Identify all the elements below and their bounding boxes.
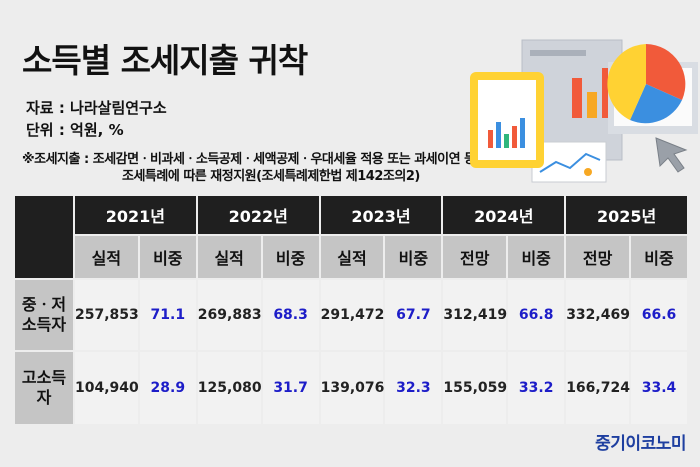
sub-header: 실적 [197,236,261,278]
share-cell: 33.2 [508,352,565,424]
amount-cell: 312,419 [443,280,507,350]
share-cell: 31.7 [262,352,319,424]
sub-header: 비중 [262,236,319,278]
footnote-line-1: ※조세지출 : 조세감면ㆍ비과세ㆍ소득공제ㆍ세액공제ㆍ우대세율 적용 또는 과세… [22,152,476,167]
amount-cell: 269,883 [197,280,262,350]
pie-chart-illustration [607,44,686,124]
footnote-line-2: 조세특례에 따른 재정지원(조세특례제한법 제142조의2) [122,169,420,184]
year-header: 2021년 [75,196,196,234]
share-cell: 66.6 [630,280,687,350]
table-row: 중ㆍ저 소득자 257,853 71.1 269,883 68.3 291,47… [15,280,687,350]
amount-cell: 125,080 [197,352,262,424]
share-cell: 67.7 [385,280,442,350]
share-cell: 71.1 [139,280,196,350]
row-label: 중ㆍ저 소득자 [15,280,73,350]
year-header: 2022년 [197,196,319,234]
sub-header: 전망 [443,236,507,278]
source-label: 자료 : 나라살림연구소 [26,99,167,117]
cursor-icon [655,137,688,173]
report-chart-illustration [470,39,698,183]
amount-cell: 166,724 [566,352,630,424]
tax-expenditure-table: 2021년 2022년 2023년 2024년 2025년 실적 비중 실적 비… [13,194,689,426]
share-cell: 66.8 [508,280,565,350]
amount-cell: 139,076 [320,352,384,424]
amount-cell: 155,059 [443,352,507,424]
sub-header: 비중 [139,236,196,278]
unit-label: 단위 : 억원, % [26,121,124,139]
footnote: ※조세지출 : 조세감면ㆍ비과세ㆍ소득공제ㆍ세액공제ㆍ우대세율 적용 또는 과세… [22,151,476,185]
brand-logo: 중기이코노미 [595,434,686,454]
share-cell: 32.3 [385,352,442,424]
amount-cell: 104,940 [75,352,139,424]
sub-header: 실적 [75,236,138,278]
row-label-line: 소득자 [21,315,67,334]
page-title: 소득별 조세지출 귀착 [22,41,308,80]
sub-header: 실적 [320,236,384,278]
share-cell: 28.9 [139,352,196,424]
row-label-line: 고소득 [21,368,67,387]
share-cell: 33.4 [630,352,687,424]
year-header: 2024년 [443,196,565,234]
sub-header: 비중 [508,236,565,278]
share-cell: 68.3 [262,280,319,350]
sub-header: 비중 [630,236,687,278]
year-header: 2025년 [566,196,687,234]
year-header: 2023년 [320,196,442,234]
amount-cell: 332,469 [566,280,630,350]
amount-cell: 291,472 [320,280,384,350]
row-label: 고소득 자 [15,352,73,424]
table-row: 고소득 자 104,940 28.9 125,080 31.7 139,076 … [15,352,687,424]
table-corner [15,196,73,278]
row-label-line: 중ㆍ저 [21,295,67,314]
row-label-line: 자 [36,388,52,407]
sub-header: 비중 [385,236,442,278]
sub-header: 전망 [566,236,629,278]
amount-cell: 257,853 [75,280,139,350]
